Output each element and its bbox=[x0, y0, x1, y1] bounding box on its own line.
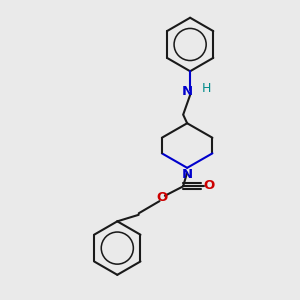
Text: O: O bbox=[156, 191, 167, 204]
Text: N: N bbox=[182, 85, 193, 98]
Text: N: N bbox=[182, 168, 193, 182]
Text: O: O bbox=[204, 179, 215, 192]
Text: H: H bbox=[202, 82, 211, 95]
